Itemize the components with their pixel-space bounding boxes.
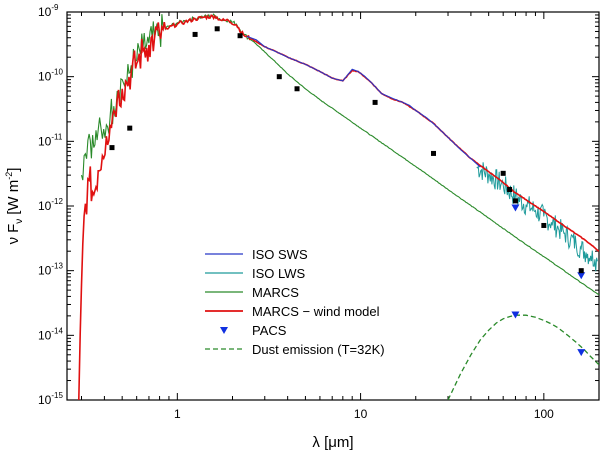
legend-label: MARCS − wind model: [252, 304, 380, 319]
series-line-dust-emission-t-32k: [447, 314, 599, 400]
photometry-point: [127, 125, 133, 131]
legend-entry: Dust emission (T=32K): [205, 342, 385, 357]
pacs-point: [511, 204, 520, 212]
photometry-point: [294, 86, 300, 92]
series-line-iso-lws: [476, 162, 598, 272]
x-tick-labels: 1 10 100: [174, 407, 554, 421]
photometry-point: [192, 31, 198, 37]
x-tick-label: 10: [354, 407, 368, 421]
axis-ticks: [67, 12, 600, 401]
x-tick-label: 100: [534, 407, 554, 421]
photometry-point: [214, 26, 220, 32]
y-tick-label: 10-9: [38, 3, 59, 19]
y-tick-label: 10-12: [38, 197, 63, 213]
photometry-point: [276, 74, 282, 80]
pacs-point: [577, 272, 586, 280]
y-tick-label: 10-13: [38, 262, 63, 278]
y-tick-label: 10-10: [38, 68, 63, 84]
legend-label: ISO SWS: [252, 247, 308, 262]
y-tick-label: 10-11: [38, 132, 63, 148]
photometry-point: [578, 268, 584, 274]
legend-swatch: [220, 327, 228, 334]
legend-entry: MARCS − wind model: [205, 304, 380, 319]
photometry-point: [372, 99, 378, 105]
y-tick-label: 10-15: [38, 391, 63, 407]
y-tick-labels: 10-9 10-10 10-11 10-12 10-13 10-14 10-15: [38, 3, 63, 407]
x-tick-label: 1: [174, 407, 181, 421]
legend: ISO SWS ISO LWS MARCS MARCS − wind model PAC…: [205, 247, 385, 357]
series-layer: [78, 13, 599, 400]
x-axis-title: λ [μm]: [312, 434, 353, 451]
y-tick-label: 10-14: [38, 326, 63, 342]
legend-label: MARCS: [252, 285, 299, 300]
series-line-iso-sws: [246, 35, 481, 168]
legend-entry: MARCS: [205, 285, 299, 300]
legend-entry: ISO LWS: [205, 266, 306, 281]
pacs-point: [577, 349, 586, 357]
legend-entry: ISO SWS: [205, 247, 308, 262]
photometry-point: [431, 150, 437, 156]
pacs-point: [511, 311, 520, 319]
photometry-point: [237, 33, 243, 39]
legend-entry: PACS: [220, 323, 287, 338]
y-axis-title: νFν[W m-2]: [4, 168, 25, 245]
legend-label: ISO LWS: [252, 266, 306, 281]
legend-label: PACS: [252, 323, 287, 338]
photometry-point: [541, 222, 547, 228]
photometry-point: [109, 145, 115, 151]
photometry-point: [500, 170, 506, 176]
photometry-point: [507, 186, 513, 192]
legend-label: Dust emission (T=32K): [252, 342, 385, 357]
photometry-point: [512, 198, 518, 204]
series-line-marcs: [80, 13, 599, 296]
